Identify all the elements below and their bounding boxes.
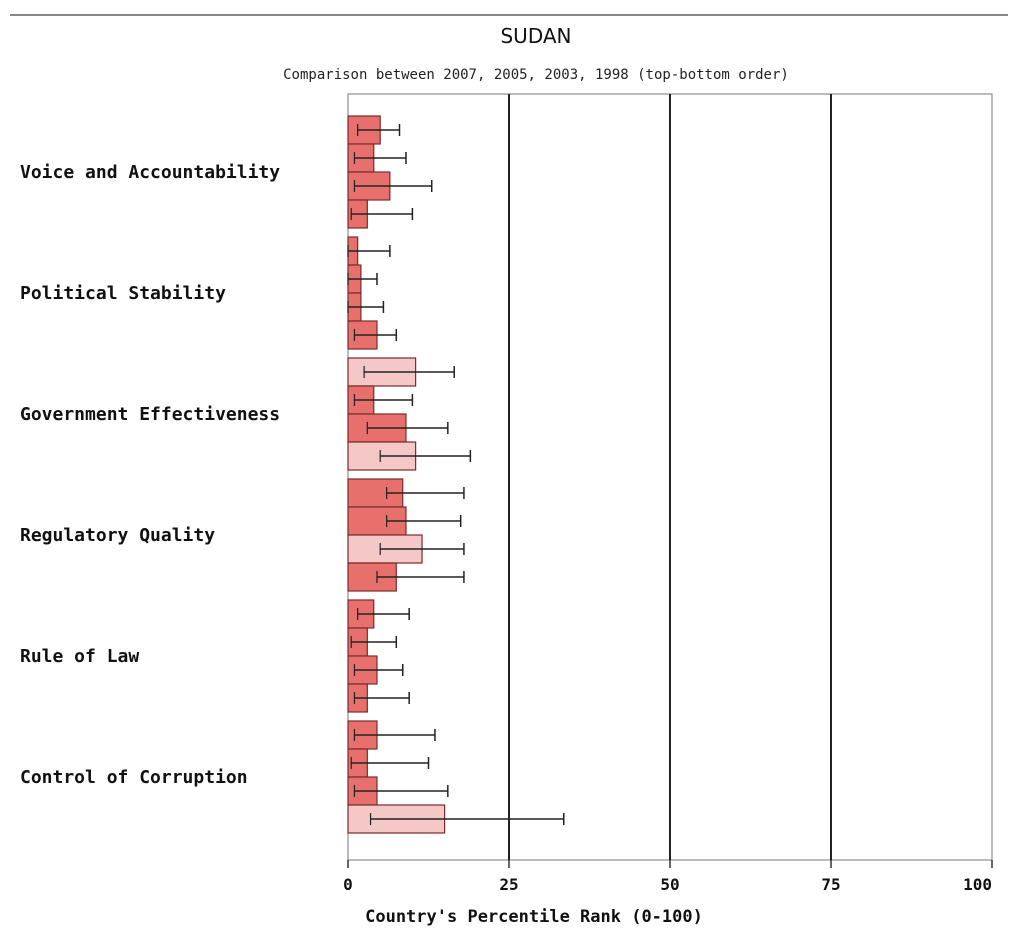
category-labels: Voice and Accountability Political Stabil… [20,162,280,788]
chart-subtitle: Comparison between 2007, 2005, 2003, 199… [283,67,789,83]
category-label: Government Effectiveness [20,404,280,425]
category-label: Regulatory Quality [20,525,215,546]
x-tick-label: 100 [963,875,992,894]
category-label: Control of Corruption [20,767,248,788]
grid-lines [508,94,832,860]
x-axis-ticks: 0 25 50 75 100 [343,860,993,894]
x-tick-label: 75 [821,875,840,894]
bars [347,115,446,834]
x-tick-label: 25 [499,875,518,894]
category-label: Voice and Accountability [20,162,280,183]
x-tick-label: 50 [660,875,679,894]
x-tick-label: 0 [343,875,353,894]
category-label: Rule of Law [20,646,139,667]
error-bars [347,124,565,825]
chart-title: SUDAN [500,24,571,48]
x-axis-label: Country's Percentile Rank (0-100) [365,907,703,927]
category-label: Political Stability [20,283,226,304]
